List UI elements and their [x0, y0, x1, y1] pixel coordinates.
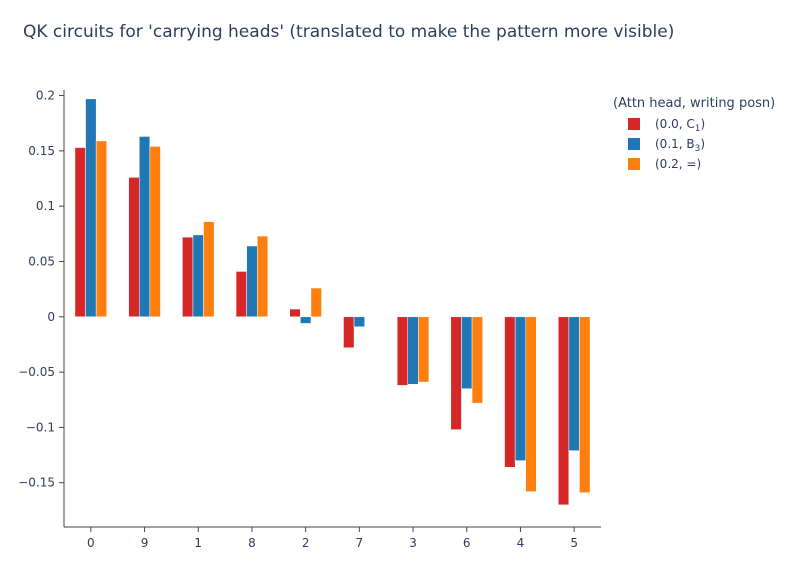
y-tick-label: −0.15	[18, 476, 55, 490]
bar--0-1-B3--4	[514, 316, 527, 461]
y-tick-label: −0.05	[18, 365, 55, 379]
bar--0-0-C1--9	[128, 177, 140, 318]
legend-swatch	[628, 138, 640, 150]
y-tick-label: 0.15	[28, 144, 55, 158]
y-tick-label: 0	[47, 310, 55, 324]
y-tick-label: 0.2	[36, 89, 55, 103]
legend-title: (Attn head, writing posn)	[613, 96, 775, 111]
bar--0-2--1	[203, 221, 215, 318]
bar--0-1-B3--2	[300, 316, 312, 324]
bar--0-1-B3--0	[85, 98, 97, 318]
legend-swatch	[628, 118, 640, 130]
bar--0-2--9	[149, 146, 161, 318]
bar--0-0-C1--3	[396, 316, 408, 386]
bar--0-0-C1--7	[343, 316, 355, 349]
x-tick-label: 7	[356, 536, 364, 550]
bar--0-0-C1--4	[504, 316, 516, 468]
bar--0-1-B3--6	[461, 316, 473, 389]
plot-area: 0.20.150.10.050−0.05−0.1−0.150 9 1 8 2 7 3 6 4 5	[18, 89, 601, 550]
chart-title: QK circuits for 'carrying heads' (transl…	[23, 22, 674, 42]
y-tick-label: 0.05	[28, 254, 55, 268]
bar--0-0-C1--6	[450, 316, 462, 430]
bar--0-1-B3--7	[353, 316, 365, 328]
bar--0-0-C1--8	[235, 271, 247, 318]
x-tick-label: 9	[141, 536, 149, 550]
bar--0-2--2	[310, 287, 322, 318]
x-tick-label: 3	[409, 536, 417, 550]
legend-label: (0.0, C1)	[655, 117, 705, 134]
x-tick-label: 8	[248, 536, 256, 550]
bar--0-1-B3--9	[139, 136, 151, 318]
bar--0-0-C1--2	[289, 308, 301, 318]
x-tick-label: 6	[463, 536, 471, 550]
bar--0-2--5	[579, 316, 591, 493]
bar--0-1-B3--3	[407, 316, 419, 385]
bar--0-2--6	[471, 316, 483, 404]
bar--0-2--8	[257, 235, 269, 318]
bar--0-2--4	[525, 316, 537, 492]
bar--0-0-C1--1	[182, 236, 194, 318]
x-tick-label: 1	[194, 536, 202, 550]
legend-swatch	[628, 158, 640, 170]
bar--0-1-B3--5	[568, 316, 580, 451]
x-tick-label: 0	[87, 536, 95, 550]
bar--0-0-C1--0	[74, 147, 86, 318]
x-tick-label: 5	[570, 536, 578, 550]
legend-label: (0.1, B3)	[655, 137, 705, 154]
y-tick-label: 0.1	[36, 199, 55, 213]
bar--0-2--0	[95, 140, 108, 318]
legend-label: (0.2, =)	[655, 157, 701, 171]
bar--0-2--3	[418, 316, 430, 383]
y-tick-label: −0.1	[26, 420, 55, 434]
bar--0-1-B3--8	[246, 245, 258, 318]
bar--0-0-C1--5	[558, 316, 570, 506]
legend: (Attn head, writing posn) (0.0, C1) (0.1,…	[613, 96, 775, 171]
x-tick-label: 2	[302, 536, 310, 550]
bar--0-1-B3--1	[192, 234, 204, 318]
x-tick-label: 4	[517, 536, 525, 550]
